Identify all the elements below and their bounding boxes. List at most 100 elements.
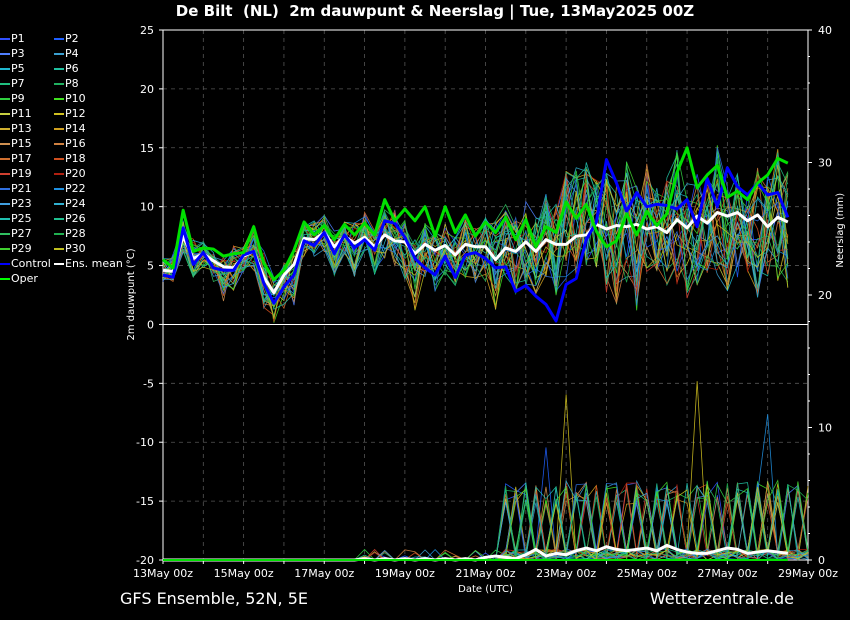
legend-item-p2: P2	[54, 32, 79, 46]
legend-swatch	[0, 68, 10, 70]
legend-label: P5	[11, 62, 25, 75]
series-line-oper	[162, 146, 789, 282]
y-tick-label: -20	[136, 554, 154, 567]
y-tick-label: -15	[136, 495, 154, 508]
legend-item-p12: P12	[54, 107, 86, 121]
legend-swatch	[54, 68, 64, 70]
legend-swatch	[54, 233, 64, 235]
legend-label: Control	[11, 257, 51, 270]
legend-label: P22	[65, 182, 86, 195]
legend-item-p25: P25	[0, 212, 32, 226]
y-tick-label: -5	[143, 377, 154, 390]
y-tick-label: -10	[136, 436, 154, 449]
legend-label: P30	[65, 242, 86, 255]
legend-item-p28: P28	[54, 227, 86, 241]
legend-item-p4: P4	[54, 47, 79, 61]
legend-item-p20: P20	[54, 167, 86, 181]
legend-item-p14: P14	[54, 122, 86, 136]
legend-item-p23: P23	[0, 197, 32, 211]
legend-swatch	[0, 233, 10, 235]
x-tick-label: 15May 00z	[214, 567, 274, 580]
legend-item-p17: P17	[0, 152, 32, 166]
x-tick-label: 17May 00z	[294, 567, 354, 580]
legend-item-p7: P7	[0, 77, 25, 91]
x-tick-label: 27May 00z	[697, 567, 757, 580]
legend-swatch	[54, 263, 64, 265]
member-line-p15	[162, 174, 789, 318]
legend-label: P1	[11, 32, 25, 45]
legend-swatch	[54, 98, 64, 100]
member-line-p28	[162, 172, 789, 305]
x-tick-label: 19May 00z	[375, 567, 435, 580]
legend-item-p1: P1	[0, 32, 25, 46]
legend-swatch	[0, 83, 10, 85]
legend-swatch	[54, 113, 64, 115]
legend-item-p15: P15	[0, 137, 32, 151]
legend-item-p10: P10	[54, 92, 86, 106]
x-axis-label: Date (UTC)	[458, 584, 513, 595]
x-tick-label: 23May 00z	[536, 567, 596, 580]
legend-label: P18	[65, 152, 86, 165]
legend-item-p29: P29	[0, 242, 32, 256]
legend-swatch	[54, 143, 64, 145]
series-line-control	[162, 158, 790, 323]
y2-axis-label: Neerslag (mm)	[835, 193, 846, 268]
y2-tick-label: 20	[818, 289, 832, 302]
legend-label: P15	[11, 137, 32, 150]
legend-label: P3	[11, 47, 25, 60]
page-title: De Bilt (NL) 2m dauwpunt & Neerslag | Tu…	[175, 2, 695, 20]
legend-label: Ens. mean	[65, 257, 123, 270]
legend-label: P24	[65, 197, 86, 210]
legend-item-p3: P3	[0, 47, 25, 61]
legend-swatch	[54, 128, 64, 130]
legend-swatch	[0, 128, 10, 130]
legend-label: P28	[65, 227, 86, 240]
legend-label: Oper	[11, 272, 38, 285]
legend-item-control: Control	[0, 257, 51, 271]
legend-item-p22: P22	[54, 182, 86, 196]
y-tick-label: 20	[140, 83, 154, 96]
legend-swatch	[54, 173, 64, 175]
x-tick-label: 25May 00z	[617, 567, 677, 580]
legend-swatch	[0, 248, 10, 250]
legend-item-p26: P26	[54, 212, 86, 226]
legend-swatch	[0, 263, 10, 265]
legend-label: P6	[65, 62, 79, 75]
legend-swatch	[0, 203, 10, 205]
member-line-p16	[162, 163, 789, 307]
legend-label: P25	[11, 212, 32, 225]
legend-label: P13	[11, 122, 32, 135]
legend-label: P2	[65, 32, 79, 45]
legend-swatch	[54, 248, 64, 250]
x-tick-label: 29May 00z	[778, 567, 838, 580]
legend-swatch	[0, 278, 10, 280]
legend-item-p19: P19	[0, 167, 32, 181]
x-tick-label: 21May 00z	[455, 567, 515, 580]
member-line-p21	[162, 147, 789, 301]
legend-label: P20	[65, 167, 86, 180]
legend-label: P19	[11, 167, 32, 180]
legend-item-p18: P18	[54, 152, 86, 166]
legend-item-p11: P11	[0, 107, 32, 121]
legend-label: P10	[65, 92, 86, 105]
member-line-p23	[162, 172, 789, 302]
y2-tick-label: 30	[818, 157, 832, 170]
legend-label: P12	[65, 107, 86, 120]
footer-model-label: GFS Ensemble, 52N, 5E	[120, 589, 308, 608]
legend-swatch	[0, 113, 10, 115]
series-line-ens-mean	[162, 211, 789, 295]
legend-label: P16	[65, 137, 86, 150]
legend-item-p6: P6	[54, 62, 79, 76]
legend-label: P21	[11, 182, 32, 195]
legend-swatch	[54, 188, 64, 190]
legend-label: P23	[11, 197, 32, 210]
y2-tick-label: 0	[818, 554, 825, 567]
legend-label: P9	[11, 92, 25, 105]
footer-source-label: Wetterzentrale.de	[649, 589, 794, 608]
legend-item-p13: P13	[0, 122, 32, 136]
legend-swatch	[0, 188, 10, 190]
legend-label: P11	[11, 107, 32, 120]
y2-tick-label: 40	[818, 24, 832, 37]
legend-swatch	[54, 53, 64, 55]
